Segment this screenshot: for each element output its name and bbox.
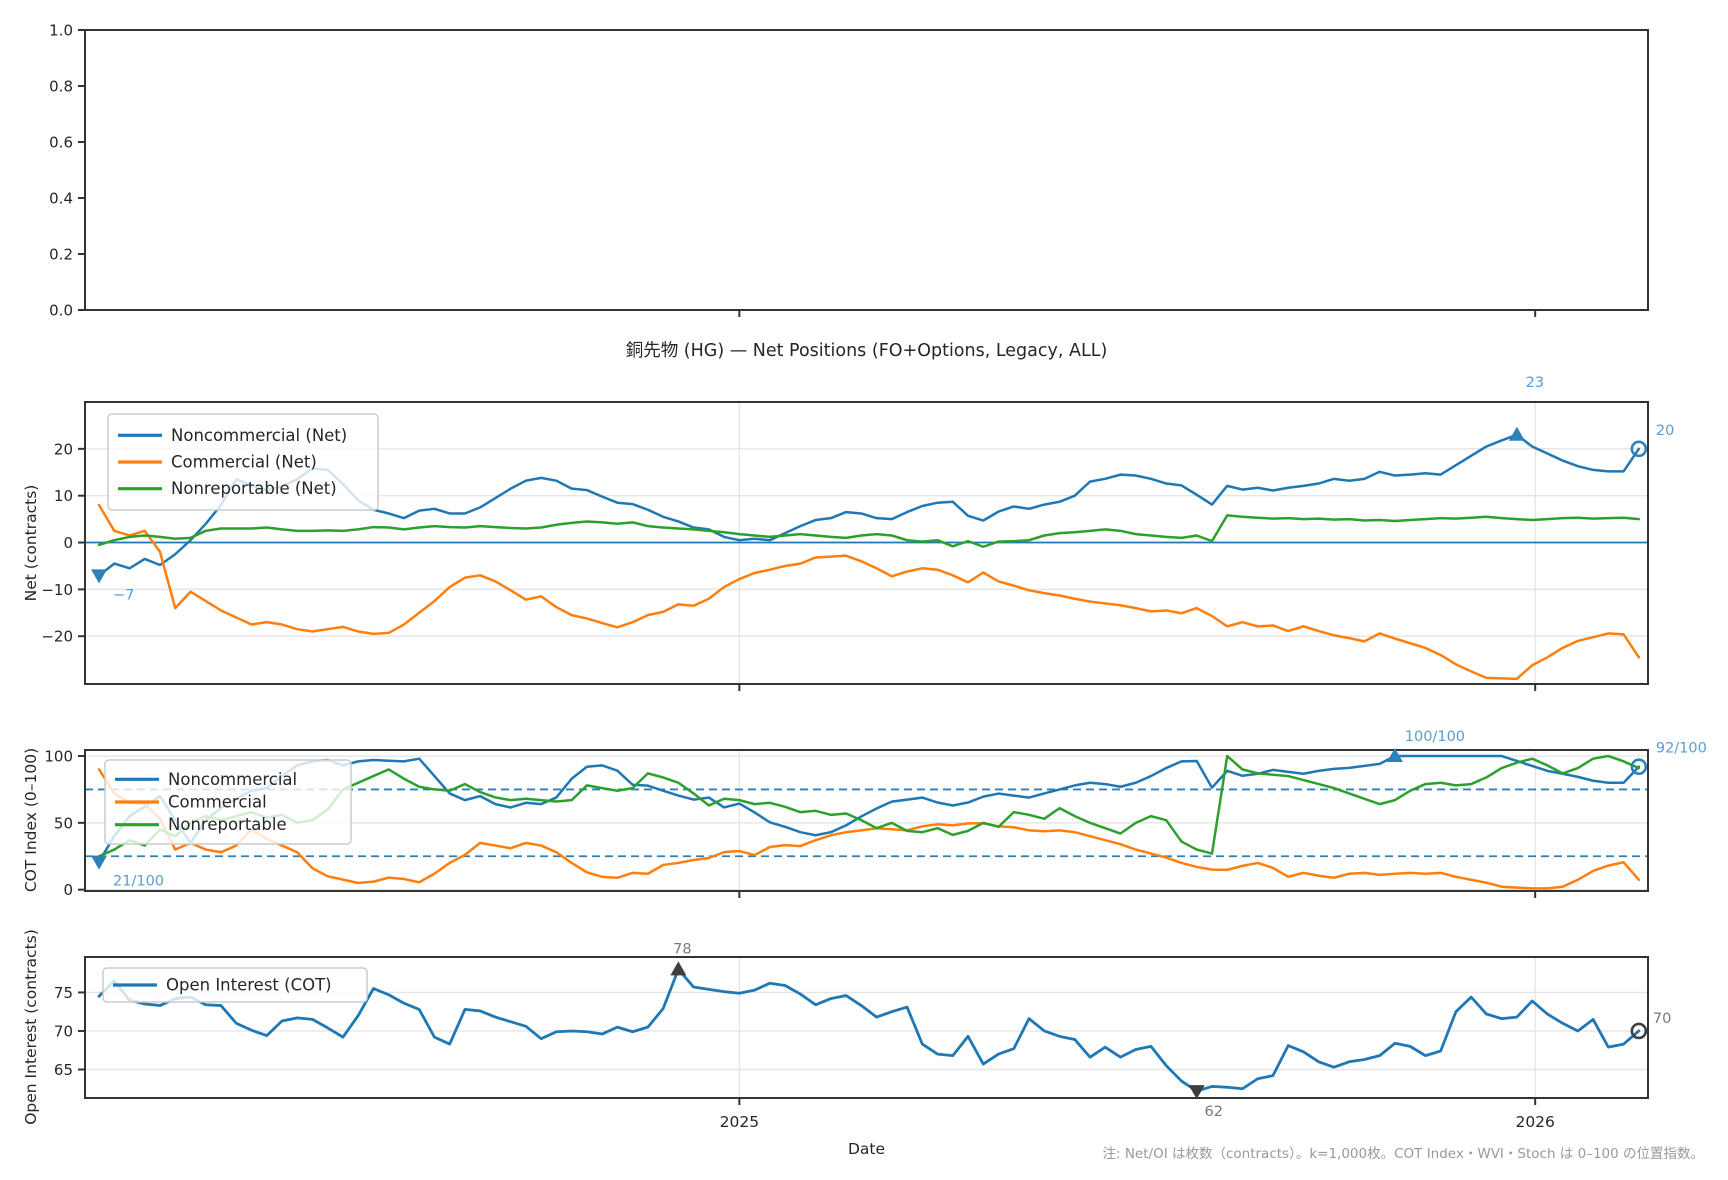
annotation-marker-21-100 bbox=[91, 855, 108, 870]
annotation-21-100: 21/100 bbox=[113, 874, 164, 890]
y-tick-label: 10 bbox=[54, 487, 73, 505]
legend: Noncommercial Commercial Nonreportable bbox=[104, 759, 352, 845]
axes-frame bbox=[84, 956, 1649, 1099]
y-tick-label: 50 bbox=[54, 814, 73, 832]
y-tick-label: 65 bbox=[54, 1061, 73, 1079]
panel-2: 20 10 0 −10 −20 Noncommercial (Net) Commercial… bbox=[41, 375, 1674, 691]
line-commercial-net bbox=[97, 503, 1641, 681]
annotation-marker-92-100 bbox=[1630, 758, 1648, 776]
legend-label: Noncommercial (Net) bbox=[171, 426, 347, 445]
y-tick-label: −10 bbox=[41, 581, 73, 599]
annotation-7: −7 bbox=[113, 587, 134, 603]
axes-frame bbox=[84, 749, 1649, 892]
chart-title: 銅先物 (HG) — Net Positions (FO+Options, Le… bbox=[625, 341, 1108, 361]
axes-frame bbox=[84, 29, 1649, 311]
legend-label: Commercial (Net) bbox=[171, 453, 317, 472]
line-nonreportable bbox=[97, 754, 1641, 858]
y-tick-label: 20 bbox=[54, 440, 73, 458]
legend-label: Open Interest (COT) bbox=[166, 976, 332, 995]
legend-label: Nonreportable (Net) bbox=[171, 479, 337, 498]
line-open-interest-cot bbox=[97, 967, 1641, 1093]
y-tick-label: 75 bbox=[54, 984, 73, 1002]
x-tick-label: 2025 bbox=[720, 1113, 759, 1131]
annotation-marker-78 bbox=[670, 961, 687, 976]
y-tick-label: 0.6 bbox=[49, 134, 73, 152]
y-axis-label-cot-index: COT Index (0–100) bbox=[22, 747, 40, 893]
y-tick-label: 0.4 bbox=[49, 190, 73, 208]
annotation-marker-7 bbox=[91, 569, 108, 584]
y-axis-label-net: Net (contracts) bbox=[22, 484, 40, 602]
legend-box bbox=[107, 413, 379, 511]
panel-1: 1.0 0.8 0.6 0.4 0.2 0.0 bbox=[49, 22, 1649, 320]
y-tick-label: −20 bbox=[41, 628, 73, 646]
legend-label: Nonreportable bbox=[168, 815, 287, 834]
legend: Noncommercial (Net) Commercial (Net) Nonre… bbox=[107, 413, 379, 511]
y-tick-label: 0.2 bbox=[49, 246, 73, 264]
x-tick-label: 2026 bbox=[1515, 1113, 1554, 1131]
y-axis-label-open-interest: Open Interest (contracts) bbox=[22, 929, 40, 1125]
annotation-marker-20 bbox=[1630, 440, 1648, 458]
annotation-marker-70 bbox=[1630, 1022, 1648, 1040]
panel-4: 75 70 65 2025 2026 Open Interest (COT) 78 62 70 bbox=[54, 941, 1671, 1131]
annotation-78: 78 bbox=[673, 941, 691, 957]
legend-box bbox=[104, 759, 352, 845]
footnote: 注: Net/OI は枚数（contracts）。k=1,000枚。COT In… bbox=[1102, 1146, 1704, 1162]
y-tick-label: 100 bbox=[44, 748, 73, 766]
legend: Open Interest (COT) bbox=[102, 967, 368, 1003]
y-tick-label: 70 bbox=[54, 1022, 73, 1040]
annotation-100-100: 100/100 bbox=[1405, 729, 1465, 745]
annotation-marker-23 bbox=[1508, 426, 1525, 441]
panel-3: 100 50 0 Noncommercial Commercial Nonreportab… bbox=[44, 729, 1707, 899]
annotation-23: 23 bbox=[1526, 375, 1544, 391]
y-tick-label: 0 bbox=[63, 881, 73, 899]
annotation-20: 20 bbox=[1656, 423, 1674, 439]
line-nonreportable-net bbox=[97, 514, 1641, 548]
annotation-marker-62 bbox=[1188, 1085, 1205, 1100]
y-tick-label: 0 bbox=[63, 534, 73, 552]
annotation-70: 70 bbox=[1653, 1011, 1671, 1027]
x-axis-label: Date bbox=[847, 1140, 886, 1158]
y-tick-label: 1.0 bbox=[49, 22, 73, 40]
y-tick-label: 0.8 bbox=[49, 78, 73, 96]
annotation-marker-100-100 bbox=[1386, 748, 1403, 763]
annotation-92-100: 92/100 bbox=[1656, 741, 1707, 757]
legend-label: Commercial bbox=[168, 793, 267, 812]
annotation-62: 62 bbox=[1204, 1104, 1222, 1120]
legend-box bbox=[102, 967, 368, 1003]
legend-label: Noncommercial bbox=[168, 770, 297, 789]
line-commercial bbox=[97, 768, 1641, 890]
y-tick-label: 0.0 bbox=[49, 302, 73, 320]
line-noncommercial bbox=[97, 754, 1641, 863]
